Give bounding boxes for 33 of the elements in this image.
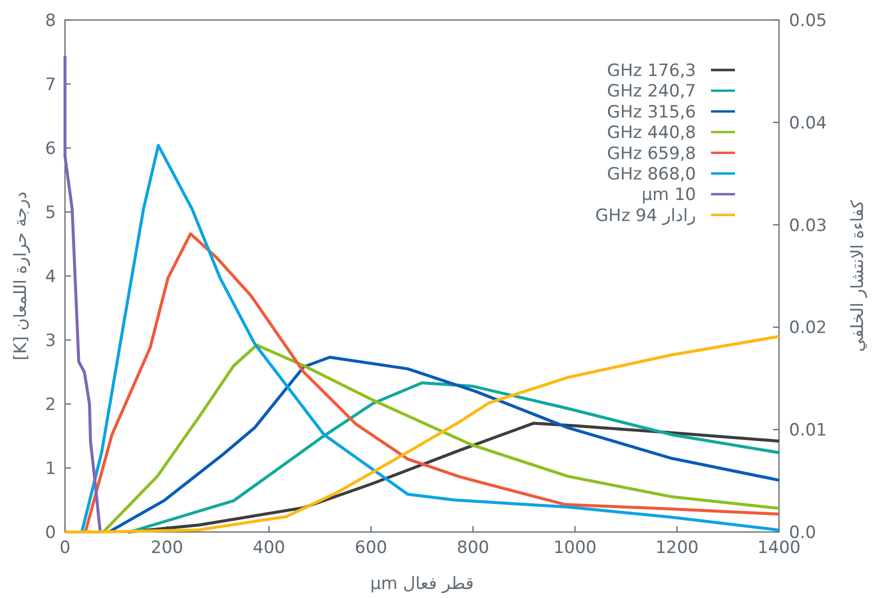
y2-tick-label: 0.02 (789, 318, 827, 338)
y2-tick-label: 0.05 (789, 11, 827, 31)
y-tick-label: 6 (45, 139, 56, 159)
x-tick-label: 1400 (757, 538, 801, 558)
x-tick-label: 400 (252, 538, 286, 558)
x-axis-title: قطر فعال μm (370, 574, 474, 594)
y2-axis-title: كفاءة الانتشار الخلفي (848, 199, 868, 352)
x-tick-label: 1000 (553, 538, 597, 558)
x-tick-label: 1200 (655, 538, 699, 558)
legend-label: GHz 315,6 (607, 102, 696, 122)
x-tick-label: 600 (354, 538, 388, 558)
y-tick-label: 7 (45, 75, 56, 95)
y-tick-label: 3 (45, 331, 56, 351)
legend-label: GHz 94 رادار (595, 206, 696, 226)
y-tick-label: 8 (45, 11, 56, 31)
legend-label: GHz 240,7 (607, 82, 696, 102)
y2-tick-label: 0.04 (789, 113, 827, 134)
legend-label: GHz 176,3 (607, 61, 696, 81)
y-tick-label: 4 (45, 267, 56, 287)
x-tick-label: 800 (456, 538, 490, 558)
y-tick-label: 1 (45, 459, 56, 479)
y2-tick-label: 0.03 (789, 216, 827, 236)
legend-label: μm 10 (642, 185, 696, 206)
y-tick-label: 5 (45, 203, 56, 223)
x-tick-label: 200 (150, 538, 184, 558)
y2-tick-label: 0.01 (789, 420, 827, 441)
legend-label: GHz 659,8 (607, 144, 696, 164)
x-tick-label: 0 (60, 538, 70, 558)
y-tick-label: 2 (45, 395, 56, 415)
legend-label: GHz 868,0 (607, 164, 696, 184)
y-axis-title: درجة حرارة اللمعان [K] (11, 192, 31, 360)
legend-label: GHz 440,8 (607, 123, 696, 144)
y-tick-label: 0 (45, 523, 56, 543)
